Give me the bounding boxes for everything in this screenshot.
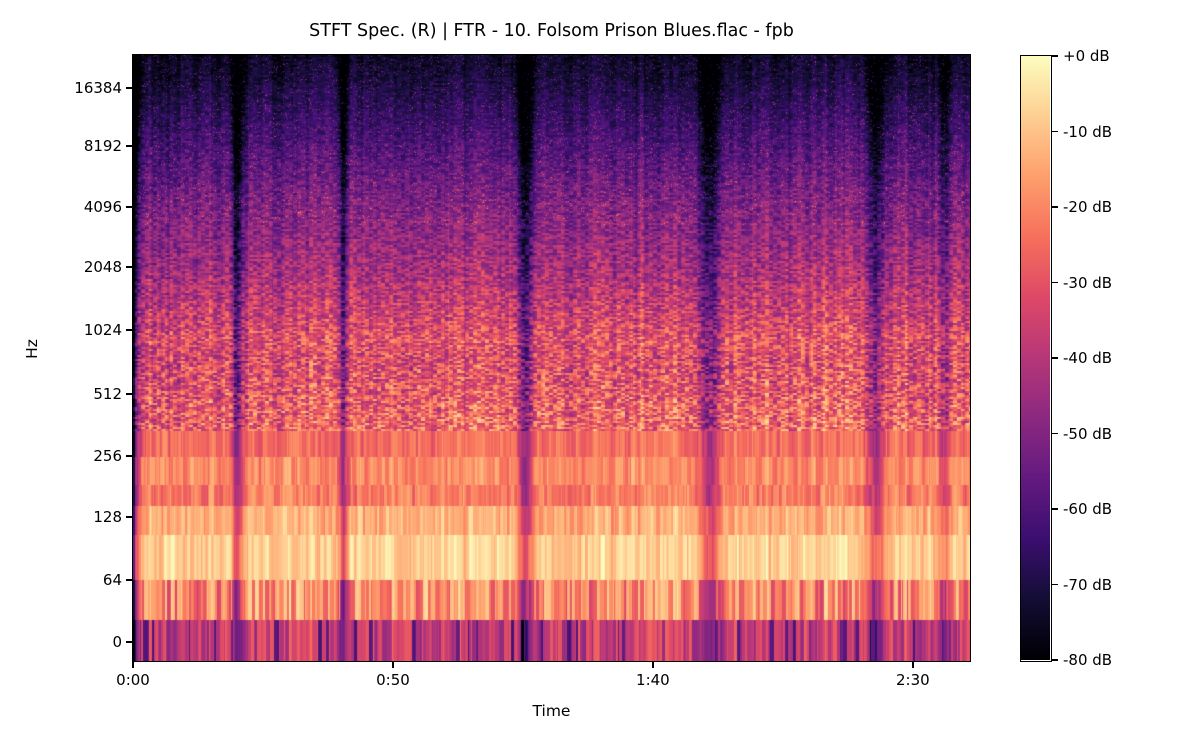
colorbar-tick-label: -50 dB [1063, 424, 1113, 443]
x-tick-label: 0:50 [376, 671, 410, 689]
y-tick-mark [126, 145, 133, 147]
colorbar-tick-label: -40 dB [1063, 349, 1113, 367]
colorbar-tick-label: -20 dB [1063, 198, 1113, 216]
y-tick-label: 64 [102, 570, 122, 589]
y-tick-label: 256 [93, 446, 122, 465]
x-tick-mark [392, 661, 394, 668]
x-tick-label: 1:40 [636, 671, 670, 689]
colorbar-tick-mark [1051, 583, 1058, 586]
x-axis-label: Time [532, 702, 571, 720]
colorbar-tick-label: -30 dB [1063, 273, 1113, 292]
colorbar-tick-label: -70 dB [1063, 575, 1113, 594]
colorbar-tick-label: -10 dB [1063, 122, 1113, 141]
colorbar-tick-mark [1051, 206, 1058, 208]
x-tick-label: 2:30 [895, 671, 930, 689]
colorbar-tick-label: +0 dB [1063, 47, 1110, 65]
y-tick-mark [126, 455, 133, 457]
colorbar-tick-mark [1051, 659, 1058, 661]
x-tick-label: 0:00 [116, 671, 150, 689]
colorbar-tick-label: -80 dB [1063, 651, 1113, 669]
y-tick-label: 8192 [83, 137, 122, 156]
y-tick-mark [126, 87, 133, 89]
colorbar-tick-mark [1051, 508, 1058, 510]
y-axis-label: Hz [23, 339, 41, 359]
y-tick-label: 4096 [83, 197, 122, 216]
x-tick-mark [132, 661, 134, 668]
y-tick-mark [126, 516, 133, 518]
y-tick-label: 512 [93, 384, 122, 403]
y-tick-mark [126, 641, 133, 643]
y-tick-mark [126, 393, 133, 395]
colorbar-tick-mark [1051, 357, 1058, 359]
y-tick-mark [126, 206, 133, 208]
y-tick-label: 2048 [83, 257, 122, 276]
colorbar-tick-mark [1051, 130, 1058, 133]
colorbar-tick-mark [1051, 281, 1058, 284]
x-tick-mark [652, 661, 654, 668]
colorbar-tick-label: -60 dB [1063, 500, 1113, 518]
colorbar-tick-mark [1051, 55, 1058, 57]
y-tick-mark [126, 266, 133, 268]
y-tick-label: 0 [112, 632, 122, 651]
y-tick-label: 16384 [74, 79, 122, 98]
colorbar-canvas [1021, 56, 1050, 660]
chart-title: STFT Spec. (R) | FTR - 10. Folsom Prison… [309, 21, 794, 41]
spectrogram-heatmap-canvas [133, 55, 970, 661]
y-tick-mark [126, 579, 133, 581]
y-tick-mark [126, 329, 133, 331]
y-tick-label: 128 [93, 508, 122, 526]
x-tick-mark [912, 661, 914, 668]
colorbar-tick-mark [1051, 432, 1058, 435]
y-tick-label: 1024 [83, 321, 122, 339]
